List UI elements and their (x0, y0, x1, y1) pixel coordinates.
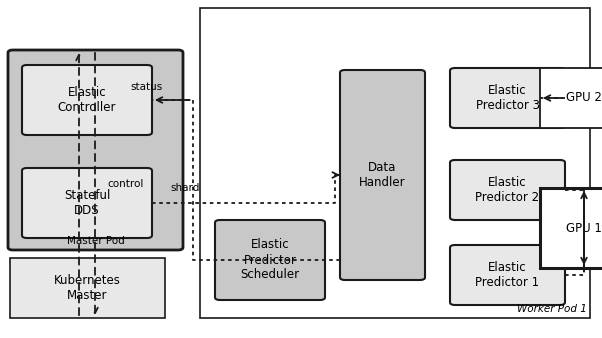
Text: GPU 2: GPU 2 (566, 92, 602, 104)
Text: Elastic
Controller: Elastic Controller (58, 86, 116, 114)
Bar (200, 8, 590, 318)
FancyBboxPatch shape (22, 168, 152, 238)
Text: Elastic
Predictor 1: Elastic Predictor 1 (476, 261, 539, 289)
Bar (10, 258, 165, 318)
Text: status: status (131, 82, 163, 92)
Text: Data
Handler: Data Handler (359, 161, 406, 189)
Text: control: control (107, 179, 143, 189)
FancyBboxPatch shape (8, 50, 183, 250)
FancyBboxPatch shape (22, 65, 152, 135)
Text: Elastic
Predictor 2: Elastic Predictor 2 (476, 176, 539, 204)
FancyBboxPatch shape (450, 160, 565, 220)
Text: shard: shard (170, 183, 199, 193)
Text: GPU 1: GPU 1 (566, 221, 602, 235)
Bar (540, 68, 602, 128)
Text: Stateful
DDS: Stateful DDS (64, 189, 110, 217)
Text: Worker Pod 1: Worker Pod 1 (517, 304, 587, 314)
Text: Kubernetes
Master: Kubernetes Master (54, 274, 121, 302)
Text: Elastic
Predictor 3: Elastic Predictor 3 (476, 84, 539, 112)
Text: Elastic
Predictor
Scheduler: Elastic Predictor Scheduler (240, 239, 300, 282)
Text: Master Pod: Master Pod (67, 236, 125, 246)
Bar (540, 188, 602, 268)
FancyBboxPatch shape (450, 245, 565, 305)
FancyBboxPatch shape (340, 70, 425, 280)
FancyBboxPatch shape (215, 220, 325, 300)
FancyBboxPatch shape (450, 68, 565, 128)
